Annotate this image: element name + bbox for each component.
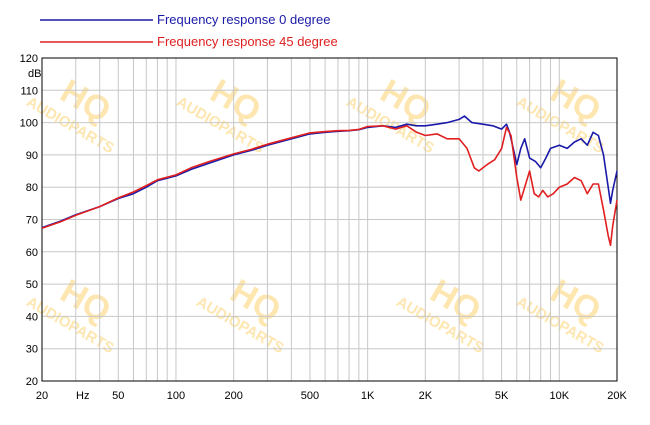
y-tick-label: 100	[20, 118, 38, 130]
series-line	[41, 115, 618, 229]
x-tick-label: 200	[224, 390, 242, 402]
x-tick-label: 1K	[361, 390, 375, 402]
y-tick-label: 60	[26, 247, 38, 259]
y-tick-label: 80	[26, 182, 38, 194]
y-tick-label: 120	[20, 53, 38, 65]
series-layer	[41, 115, 618, 247]
x-tick-label: 500	[301, 390, 319, 402]
x-axis-unit-label: Hz	[76, 390, 89, 402]
y-axis-ticks: 20 30 40 50 60 70 80 90 100 110 120	[20, 53, 38, 388]
series-line	[41, 125, 618, 247]
y-tick-label: 70	[26, 215, 38, 227]
legend-label: Frequency response 0 degree	[157, 12, 330, 27]
y-tick-label: 30	[26, 344, 38, 356]
x-tick-label: 2K	[419, 390, 433, 402]
x-tick-label: 20	[36, 390, 48, 402]
x-tick-label: 5K	[495, 390, 509, 402]
x-tick-label: 50	[112, 390, 124, 402]
y-tick-label: 40	[26, 311, 38, 323]
y-axis-unit-label: dB	[28, 68, 41, 80]
legend: Frequency response 0 degree Frequency res…	[40, 12, 338, 49]
x-axis-ticks: 20 50 100 200 500 1K 2K 5K 10K 20K	[36, 390, 628, 402]
y-tick-label: 110	[20, 85, 38, 97]
y-tick-label: 90	[26, 150, 38, 162]
plot-frame	[41, 57, 618, 382]
legend-label: Frequency response 45 degree	[157, 34, 338, 49]
grid	[42, 58, 617, 381]
y-tick-label: 20	[26, 376, 38, 388]
x-tick-label: 20K	[607, 390, 627, 402]
x-tick-label: 10K	[550, 390, 570, 402]
x-tick-label: 100	[167, 390, 185, 402]
y-tick-label: 50	[26, 279, 38, 291]
